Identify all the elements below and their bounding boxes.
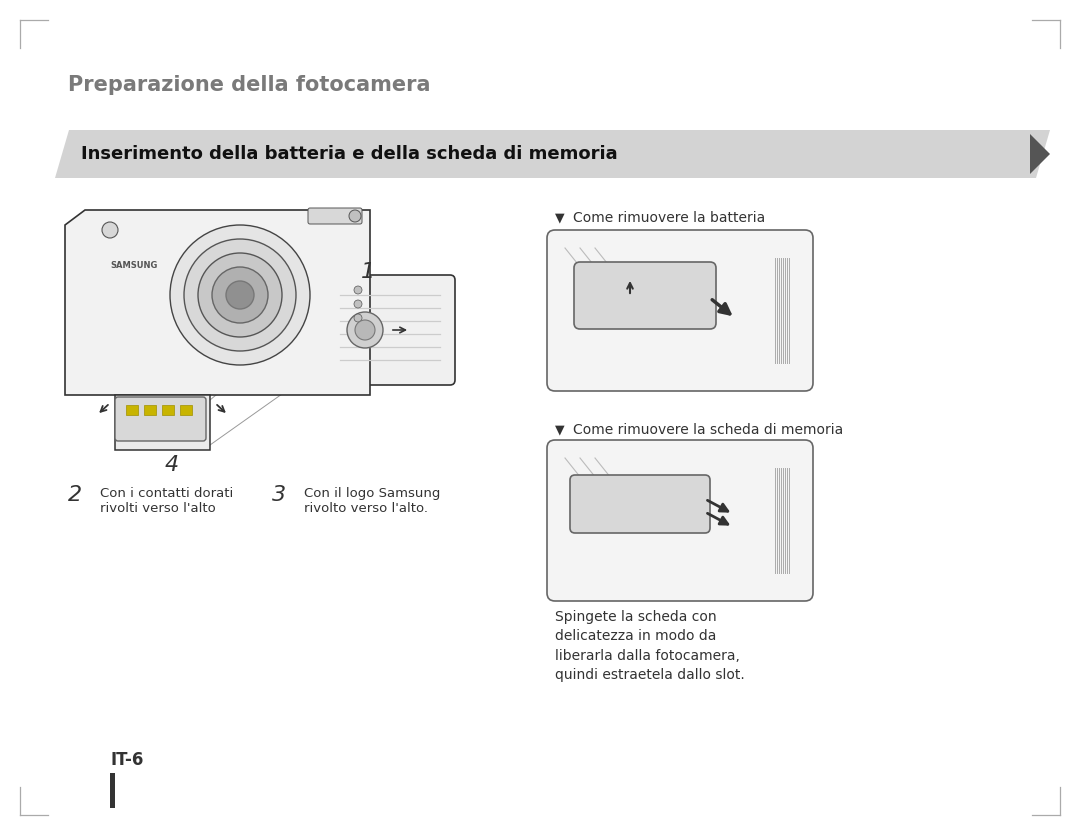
- Text: 2: 2: [68, 485, 82, 505]
- Text: IT-6: IT-6: [110, 751, 144, 769]
- FancyBboxPatch shape: [162, 405, 174, 415]
- Circle shape: [170, 225, 310, 365]
- Polygon shape: [65, 210, 370, 395]
- Circle shape: [184, 239, 296, 351]
- FancyBboxPatch shape: [180, 405, 192, 415]
- Circle shape: [347, 312, 383, 348]
- Circle shape: [354, 286, 362, 294]
- Text: Preparazione della fotocamera: Preparazione della fotocamera: [68, 75, 431, 95]
- FancyBboxPatch shape: [126, 405, 138, 415]
- Circle shape: [102, 222, 118, 238]
- Circle shape: [212, 267, 268, 323]
- Text: ▼: ▼: [555, 211, 565, 225]
- Text: Con i contatti dorati
rivolti verso l'alto: Con i contatti dorati rivolti verso l'al…: [100, 487, 233, 515]
- Polygon shape: [1030, 134, 1050, 174]
- Text: Inserimento della batteria e della scheda di memoria: Inserimento della batteria e della sched…: [81, 145, 618, 163]
- FancyBboxPatch shape: [546, 440, 813, 601]
- FancyBboxPatch shape: [325, 275, 455, 385]
- Polygon shape: [55, 130, 1050, 178]
- Text: 3: 3: [272, 485, 286, 505]
- FancyBboxPatch shape: [110, 773, 114, 808]
- Text: 1: 1: [361, 262, 375, 282]
- FancyBboxPatch shape: [308, 208, 362, 224]
- Text: Come rimuovere la scheda di memoria: Come rimuovere la scheda di memoria: [573, 423, 843, 437]
- Circle shape: [198, 253, 282, 337]
- FancyBboxPatch shape: [144, 405, 156, 415]
- Text: Come rimuovere la batteria: Come rimuovere la batteria: [573, 211, 766, 225]
- Circle shape: [355, 320, 375, 340]
- Circle shape: [349, 210, 361, 222]
- Text: SAMSUNG: SAMSUNG: [110, 261, 158, 270]
- Text: 4: 4: [165, 455, 179, 475]
- FancyBboxPatch shape: [546, 230, 813, 391]
- FancyBboxPatch shape: [570, 475, 710, 533]
- Circle shape: [354, 314, 362, 322]
- Text: ▼: ▼: [555, 423, 565, 437]
- Circle shape: [226, 281, 254, 309]
- Circle shape: [354, 300, 362, 308]
- FancyBboxPatch shape: [114, 397, 206, 441]
- Polygon shape: [114, 395, 210, 450]
- Text: Con il logo Samsung
rivolto verso l'alto.: Con il logo Samsung rivolto verso l'alto…: [303, 487, 441, 515]
- FancyBboxPatch shape: [573, 262, 716, 329]
- Text: Spingete la scheda con
delicatezza in modo da
liberarla dalla fotocamera,
quindi: Spingete la scheda con delicatezza in mo…: [555, 610, 745, 682]
